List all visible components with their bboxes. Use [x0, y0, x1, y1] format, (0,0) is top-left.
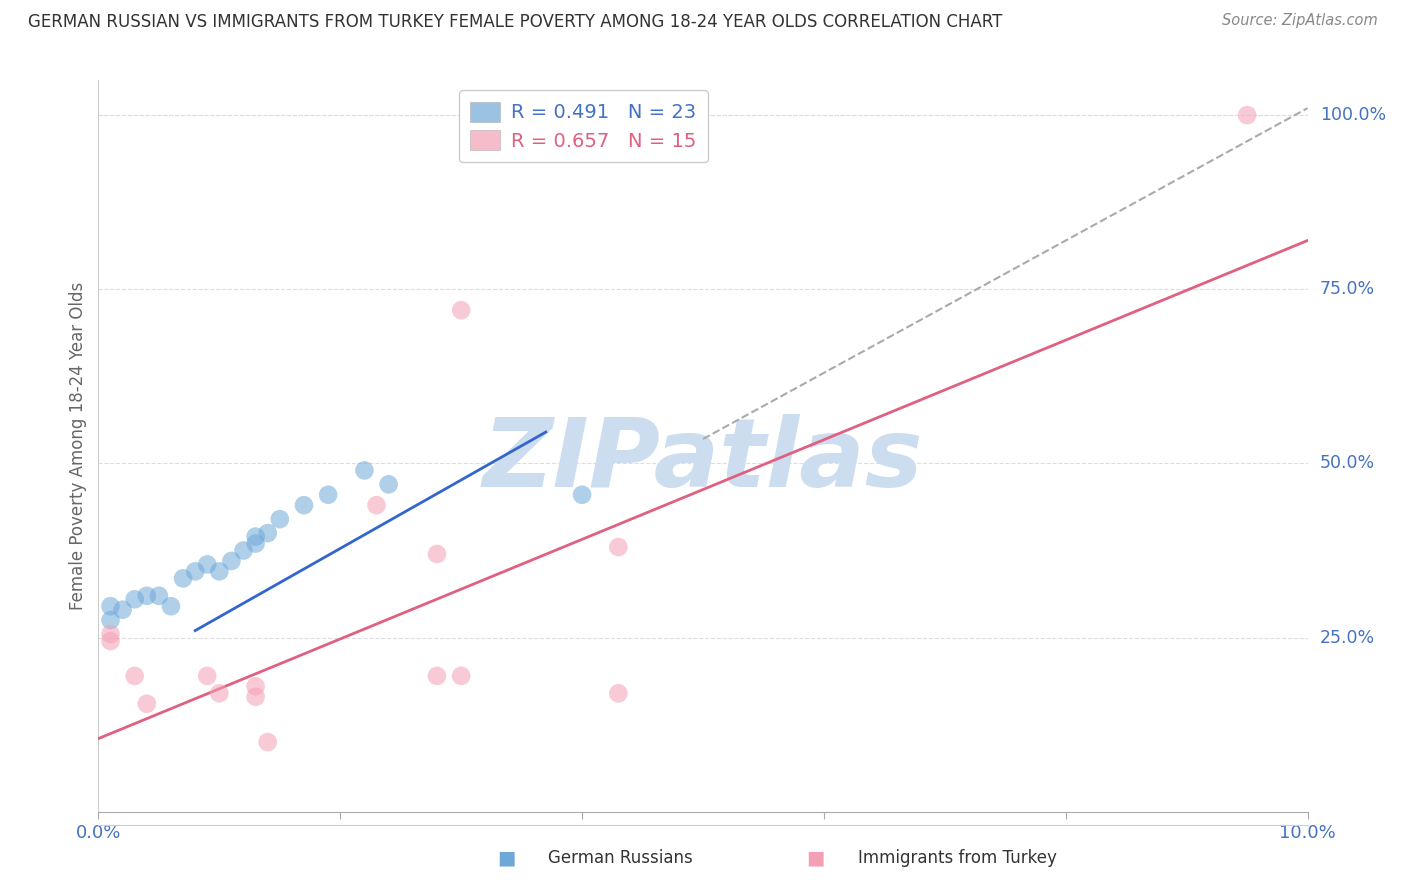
Point [450, 303, 472, 318]
Point [353, 463, 375, 477]
Text: GERMAN RUSSIAN VS IMMIGRANTS FROM TURKEY FEMALE POVERTY AMONG 18-24 YEAR OLDS CO: GERMAN RUSSIAN VS IMMIGRANTS FROM TURKEY… [28, 13, 1002, 31]
Point [160, 599, 183, 614]
Point [135, 697, 157, 711]
Text: 100.0%: 100.0% [1320, 106, 1386, 124]
Point [148, 589, 170, 603]
Legend: R = 0.491   N = 23, R = 0.657   N = 15: R = 0.491 N = 23, R = 0.657 N = 15 [458, 90, 709, 162]
Point [100, 634, 122, 648]
Point [486, 128, 509, 143]
Point [135, 589, 157, 603]
Point [124, 592, 146, 607]
Point [100, 627, 122, 641]
Text: ■: ■ [496, 848, 516, 868]
Point [269, 512, 291, 526]
Y-axis label: Female Poverty Among 18-24 Year Olds: Female Poverty Among 18-24 Year Olds [69, 282, 87, 610]
Point [245, 536, 267, 550]
Point [256, 526, 278, 541]
Point [232, 543, 254, 558]
Text: Source: ZipAtlas.com: Source: ZipAtlas.com [1222, 13, 1378, 29]
Text: German Russians: German Russians [548, 849, 693, 867]
Point [195, 558, 218, 572]
Point [1236, 108, 1258, 122]
Point [607, 540, 630, 554]
Text: 75.0%: 75.0% [1320, 280, 1375, 298]
Point [208, 686, 231, 700]
Point [245, 530, 267, 544]
Point [607, 686, 630, 700]
Point [316, 488, 339, 502]
Point [245, 690, 267, 704]
Point [221, 554, 243, 568]
Point [450, 669, 472, 683]
Point [124, 669, 146, 683]
Point [256, 735, 278, 749]
Point [366, 498, 388, 512]
Point [100, 613, 122, 627]
Point [426, 669, 449, 683]
Point [172, 571, 194, 585]
Point [292, 498, 315, 512]
Point [184, 565, 207, 579]
Point [100, 599, 122, 614]
Text: ZIPatlas: ZIPatlas [482, 414, 924, 508]
Point [571, 488, 593, 502]
Point [245, 679, 267, 693]
Text: Immigrants from Turkey: Immigrants from Turkey [858, 849, 1056, 867]
Point [426, 547, 449, 561]
Text: 25.0%: 25.0% [1320, 629, 1375, 647]
Text: 50.0%: 50.0% [1320, 454, 1375, 473]
Point [195, 669, 218, 683]
Text: ■: ■ [806, 848, 825, 868]
Point [111, 603, 134, 617]
Point [208, 565, 231, 579]
Point [377, 477, 399, 491]
